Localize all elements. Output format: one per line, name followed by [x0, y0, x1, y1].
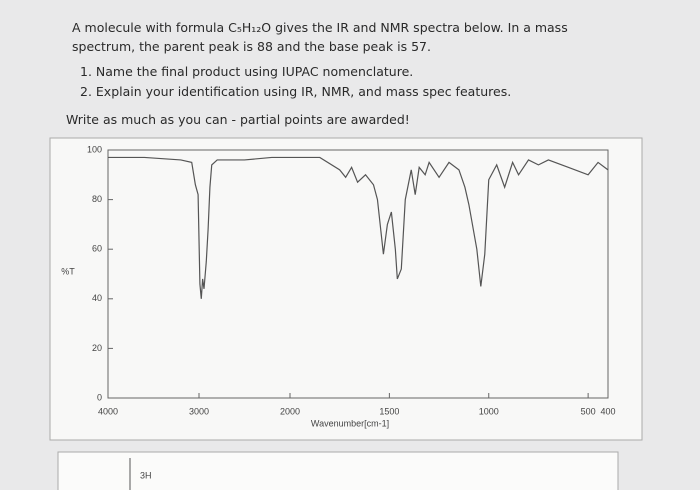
x-tick-label: 1000	[479, 406, 499, 416]
question-item: 1. Name the final product using IUPAC no…	[80, 64, 414, 79]
y-axis-label: %T	[61, 266, 75, 276]
y-tick-label: 40	[92, 293, 102, 303]
y-tick-label: 0	[97, 392, 102, 402]
chart-frame	[49, 137, 643, 441]
nmr-label: 3H	[140, 470, 152, 480]
question-note: Write as much as you can - partial point…	[66, 112, 410, 127]
y-tick-label: 100	[87, 144, 102, 154]
y-tick-label: 20	[92, 343, 102, 353]
x-tick-label: 1500	[379, 406, 399, 416]
x-tick-label: 500	[581, 406, 596, 416]
y-tick-label: 80	[92, 194, 102, 204]
x-axis-label: Wavenumber[cm-1]	[311, 418, 389, 428]
x-tick-label: 4000	[98, 406, 118, 416]
nmr-frame	[57, 451, 619, 490]
y-tick-label: 60	[92, 244, 102, 254]
x-tick-label: 400	[600, 406, 615, 416]
plot-frame	[107, 149, 609, 399]
x-tick-label: 2000	[280, 406, 300, 416]
spectrum-line	[108, 156, 609, 299]
x-tick-label: 3000	[189, 406, 209, 416]
question-item: 2. Explain your identification using IR,…	[80, 84, 512, 99]
question-intro: A molecule with formula C₅H₁₂O gives the…	[72, 20, 568, 54]
